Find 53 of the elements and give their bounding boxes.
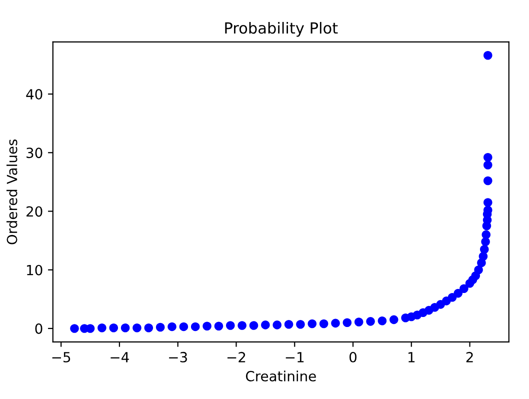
- point: [132, 323, 142, 332]
- point: [319, 319, 328, 328]
- point: [308, 319, 317, 328]
- x-tick-label: −1: [286, 352, 304, 362]
- point: [98, 323, 106, 332]
- point: [261, 320, 270, 330]
- point: [190, 322, 200, 332]
- point: [342, 318, 352, 327]
- y-tick-label: 40: [26, 89, 42, 100]
- x-tick-label: 2: [466, 352, 473, 362]
- point: [70, 324, 79, 333]
- x-tick-label: −3: [169, 352, 187, 362]
- point: [226, 321, 235, 330]
- point: [483, 176, 492, 186]
- point: [389, 315, 398, 324]
- point: [249, 321, 258, 330]
- point: [378, 316, 387, 326]
- y-tick-label: 20: [26, 206, 42, 217]
- x-tick-label: −4: [110, 352, 129, 362]
- point: [454, 288, 462, 298]
- point: [482, 230, 491, 240]
- point: [179, 322, 188, 332]
- point: [202, 322, 212, 331]
- x-tick-label: 1: [408, 352, 415, 362]
- point: [284, 320, 294, 329]
- x-tick-label: −5: [52, 352, 70, 362]
- y-tick-label: 0: [35, 323, 42, 334]
- point: [331, 318, 340, 328]
- point: [483, 50, 492, 60]
- chart-title: Probability Plot: [225, 22, 338, 37]
- point: [354, 318, 364, 326]
- point: [156, 322, 165, 332]
- point: [474, 265, 483, 274]
- y-tick-label: 30: [26, 148, 42, 158]
- point: [480, 244, 489, 254]
- point: [272, 320, 282, 330]
- point: [144, 323, 154, 332]
- point: [483, 160, 492, 170]
- point: [168, 322, 176, 332]
- point: [238, 321, 246, 330]
- point: [109, 323, 118, 332]
- point: [296, 320, 305, 329]
- point: [483, 198, 492, 207]
- y-axis-title: Ordered Values: [6, 139, 18, 244]
- x-axis-title: Creatinine: [246, 370, 316, 382]
- point: [120, 323, 130, 332]
- x-tick-label: 0: [350, 352, 356, 362]
- point: [483, 152, 492, 162]
- point: [460, 284, 468, 294]
- point: [366, 317, 375, 326]
- x-tick-label: −2: [227, 352, 246, 362]
- y-tick-label: 10: [27, 264, 42, 276]
- point: [214, 322, 224, 331]
